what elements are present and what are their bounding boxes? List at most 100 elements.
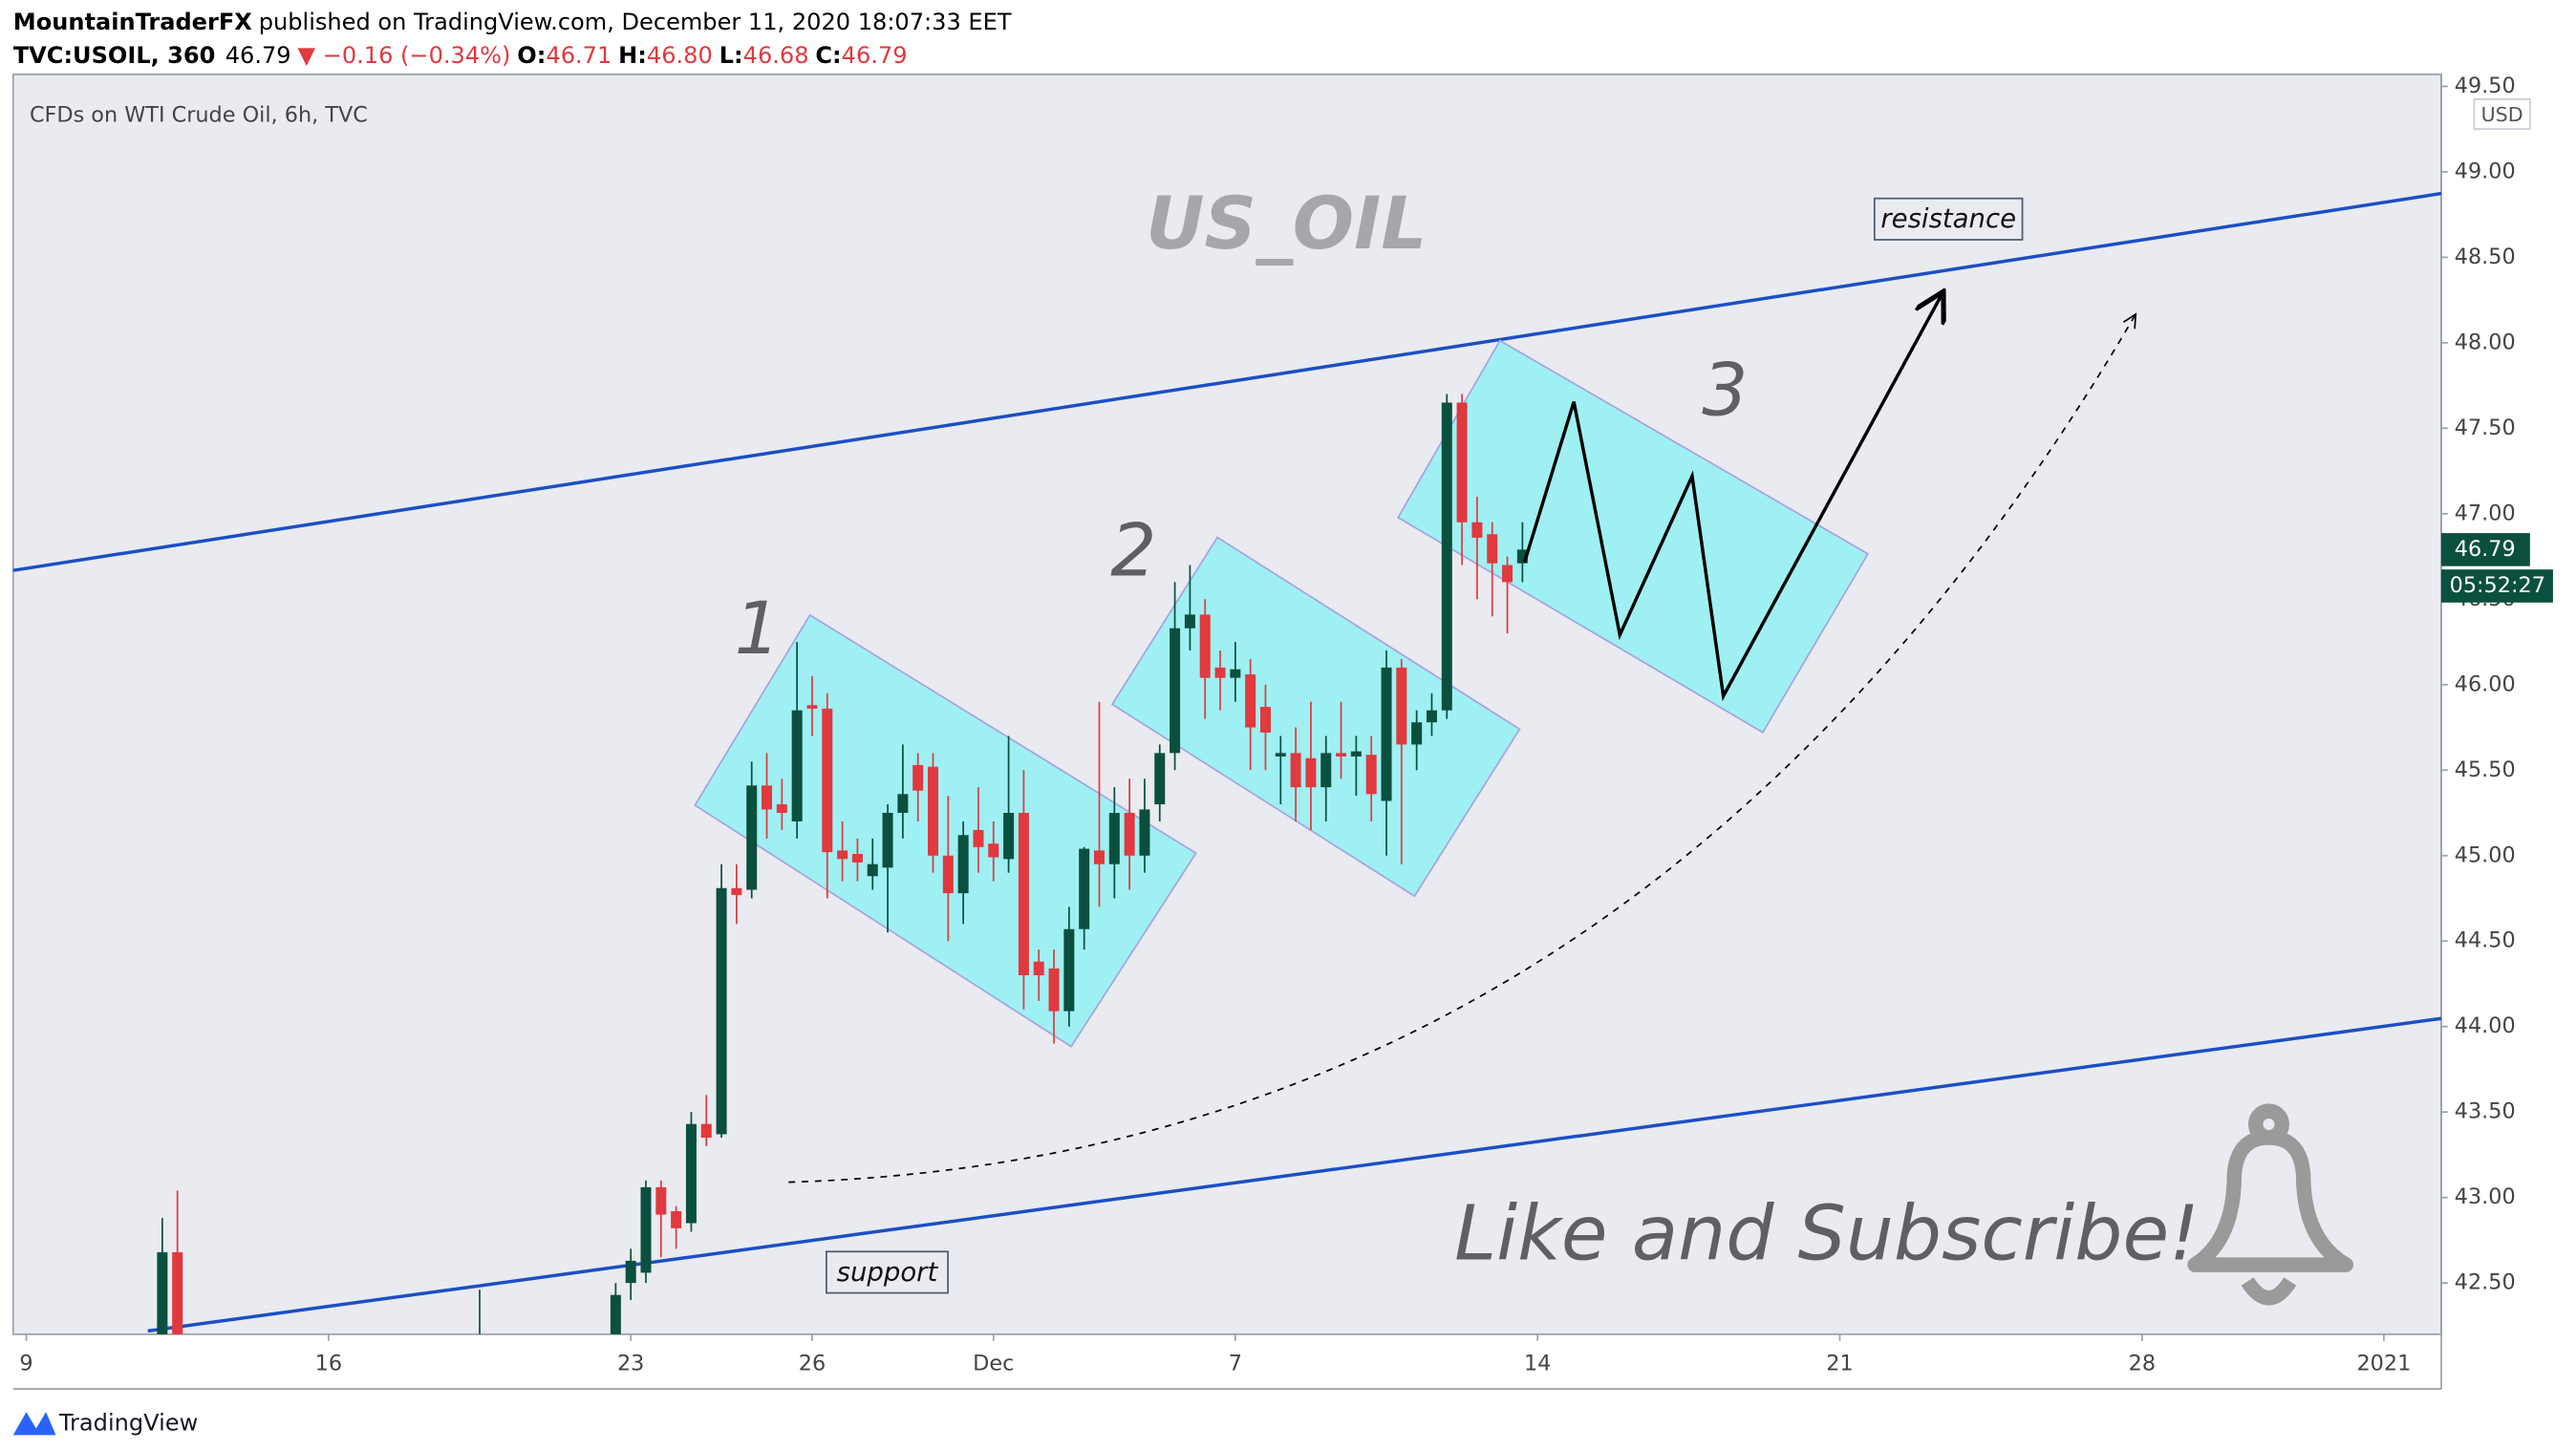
candle-body [1290,753,1301,788]
h-label: H: [618,42,647,69]
y-tick-label: 47.50 [2455,416,2516,440]
candle-body [897,794,909,814]
candle-body [1516,549,1528,564]
resistance-line [12,191,2442,572]
candle-body [716,887,727,1135]
candle-body [1426,710,1437,723]
candle-body [1320,753,1332,788]
candle-body [882,813,893,868]
candle-body [640,1186,652,1273]
candle-body [762,785,773,810]
y-tick-label: 49.50 [2455,74,2516,98]
candle-body [957,835,969,894]
candle-body [942,855,954,894]
chart-title: CFDs on WTI Crude Oil, 6h, TVC [30,103,368,128]
publisher: MountainTraderFX [13,9,252,35]
candle-body [912,764,924,791]
candle-body [1259,707,1271,733]
candle-body [1336,753,1347,757]
candle-body [1396,667,1407,745]
c-label: C: [815,42,841,69]
y-tick-label: 49.00 [2455,159,2516,183]
y-tick-label: 45.00 [2455,842,2516,867]
candle-body [1063,928,1075,1012]
candle-body [671,1210,682,1228]
price-tag-label: 46.79 [2455,537,2516,562]
wave-label: 3 [1702,349,1748,433]
price-tag [2441,533,2530,566]
c: 46.79 [842,42,908,69]
published: published on TradingView.com, December 1… [259,9,1012,35]
o: 46.71 [546,42,612,69]
candle-body [1411,722,1423,745]
candle-body [988,843,999,858]
x-tick-label: Dec [973,1351,1014,1375]
candle-body [1003,813,1015,860]
candle-body [700,1123,712,1139]
y-tick-label: 44.00 [2455,1013,2516,1038]
overlays: US_OIL 1 2 3 resistance support Like and… [735,181,2354,1306]
candle-body [1275,753,1286,757]
candle-body [1048,968,1060,1012]
candle-body [1079,848,1090,929]
candle-body [1245,674,1256,728]
candle-body [172,1251,183,1334]
y-tick-label: 44.50 [2455,928,2516,953]
wave-label: 2 [1110,508,1156,592]
resistance-box [1873,197,2024,241]
resistance-label: resistance [1880,203,2016,234]
candle-body [1305,757,1317,788]
candle-body [1199,614,1211,678]
candle-body [776,804,787,814]
candle-body [655,1186,667,1215]
channel-box [1397,339,1870,734]
candle-body [928,766,939,856]
candle-body [1033,961,1044,976]
projection-curve [788,314,2136,1183]
candle-body [822,708,833,853]
x-tick-label: 7 [1229,1351,1242,1375]
channel-box [1110,536,1521,898]
candle-body [1350,751,1362,757]
symbol-label: US_OIL [1146,181,1427,266]
y-tick-label: 42.50 [2455,1270,2516,1295]
candle-body [1365,755,1377,795]
candle-body [1456,402,1468,522]
support-line [147,1016,2442,1333]
x-tick-label: 28 [2129,1351,2156,1375]
y-tick-label: 48.50 [2455,245,2516,269]
brand-logo [12,1412,56,1436]
x-tick-label: 14 [1524,1351,1551,1375]
last: 46.79 [225,42,291,69]
candle-body [791,710,803,821]
candle-body [1108,813,1120,864]
support-box [825,1250,949,1294]
candle-body [806,705,818,709]
candle-body [973,829,984,847]
candle-body [1154,753,1166,805]
candle-body [157,1251,168,1334]
candle-body [625,1260,636,1284]
y-tick-label: 43.50 [2455,1099,2516,1124]
x-tick-label: 21 [1826,1351,1853,1375]
y-tick-label: 48.00 [2455,330,2516,354]
x-tick-label: 9 [19,1351,32,1375]
countdown-label: 05:52:27 [2450,573,2545,598]
candle-body [731,887,742,895]
x-tick-label: 26 [799,1351,826,1375]
currency-box [2473,97,2531,130]
l: 46.68 [743,42,809,69]
candle-body [1170,628,1181,754]
candle-body [1230,669,1241,678]
brand: TradingView [58,1409,198,1436]
y-tick-label: 45.50 [2455,757,2516,782]
candle-body [1018,813,1029,976]
candle-body [1441,402,1452,711]
y-tick-label: 47.00 [2455,501,2516,525]
h: 46.80 [647,42,713,69]
candle-body [1124,813,1135,856]
countdown-tag [2441,569,2553,603]
currency: USD [2481,103,2523,126]
candle-body [1487,534,1498,564]
